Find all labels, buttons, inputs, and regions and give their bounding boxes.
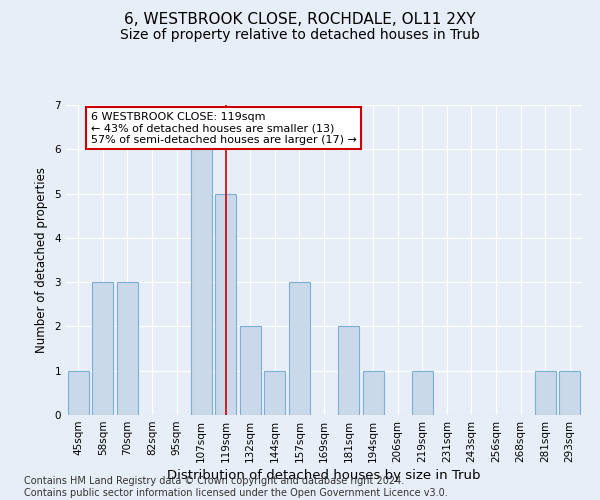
Bar	[240, 326, 261, 415]
Bar	[338, 326, 359, 415]
Bar	[117, 282, 138, 415]
Bar	[559, 370, 580, 415]
Bar	[92, 282, 113, 415]
Bar	[265, 370, 286, 415]
Bar	[68, 370, 89, 415]
Bar	[412, 370, 433, 415]
Bar	[535, 370, 556, 415]
Text: Size of property relative to detached houses in Trub: Size of property relative to detached ho…	[120, 28, 480, 42]
Text: 6, WESTBROOK CLOSE, ROCHDALE, OL11 2XY: 6, WESTBROOK CLOSE, ROCHDALE, OL11 2XY	[124, 12, 476, 28]
Bar	[191, 150, 212, 415]
Bar	[362, 370, 383, 415]
Y-axis label: Number of detached properties: Number of detached properties	[35, 167, 47, 353]
Text: 6 WESTBROOK CLOSE: 119sqm
← 43% of detached houses are smaller (13)
57% of semi-: 6 WESTBROOK CLOSE: 119sqm ← 43% of detac…	[91, 112, 356, 145]
X-axis label: Distribution of detached houses by size in Trub: Distribution of detached houses by size …	[167, 469, 481, 482]
Bar	[289, 282, 310, 415]
Text: Contains HM Land Registry data © Crown copyright and database right 2024.
Contai: Contains HM Land Registry data © Crown c…	[24, 476, 448, 498]
Bar	[215, 194, 236, 415]
